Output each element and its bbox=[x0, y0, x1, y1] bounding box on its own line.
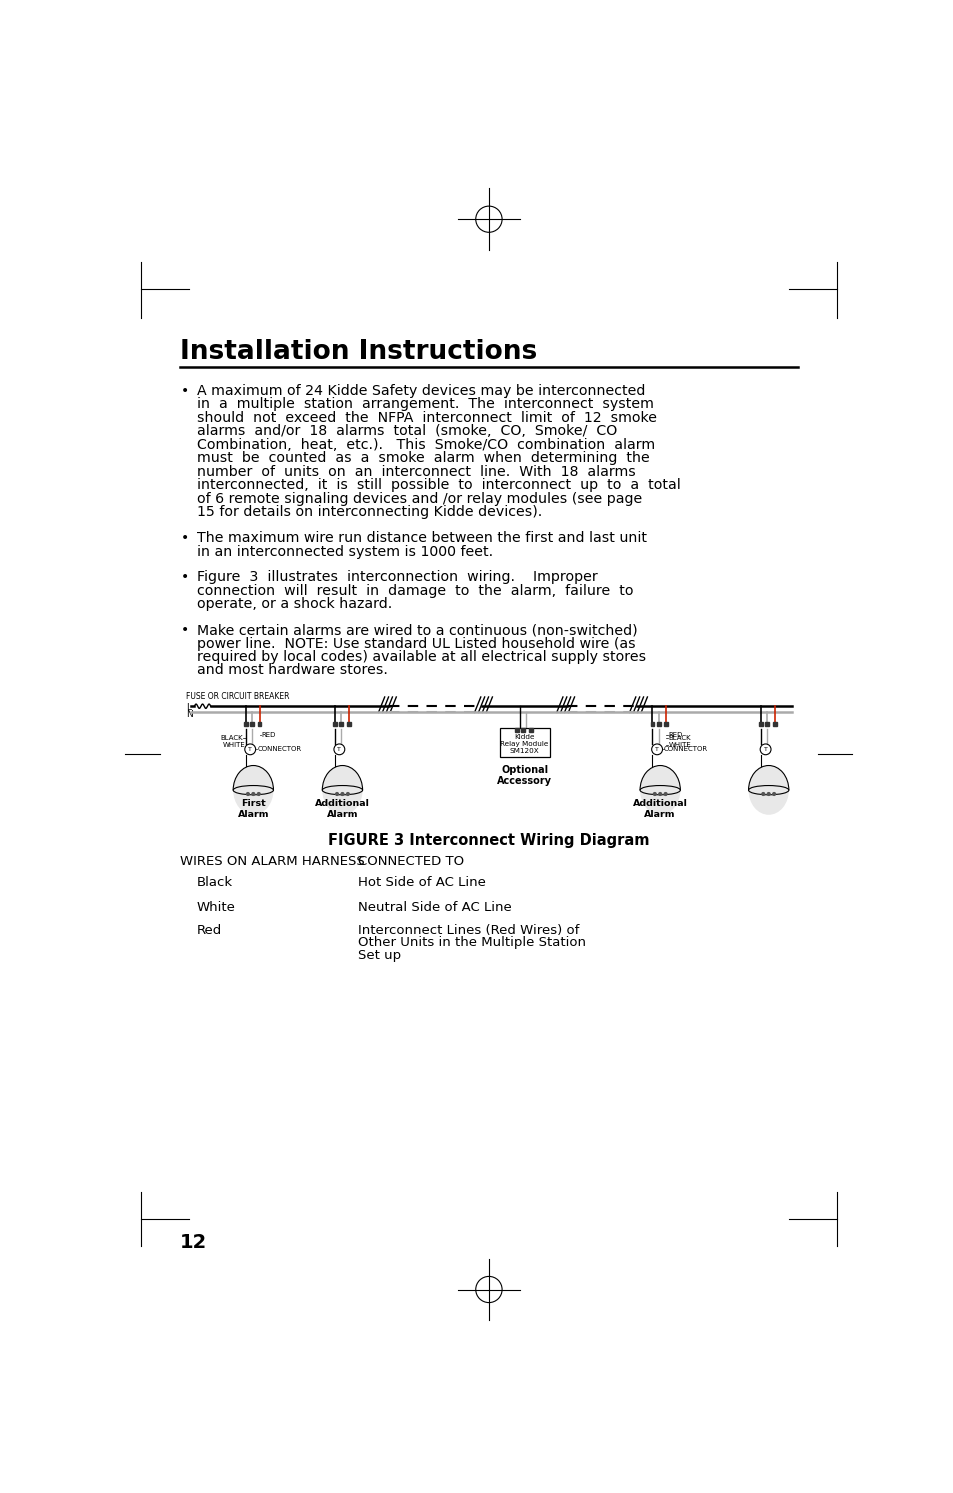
Bar bbox=[257, 723, 261, 726]
Text: 12: 12 bbox=[179, 1233, 207, 1251]
Text: required by local codes) available at all electrical supply stores: required by local codes) available at al… bbox=[196, 649, 645, 664]
Text: Make certain alarms are wired to a continuous (non-switched): Make certain alarms are wired to a conti… bbox=[196, 623, 637, 638]
Text: Hot Side of AC Line: Hot Side of AC Line bbox=[357, 876, 485, 890]
Text: A maximum of 24 Kidde Safety devices may be interconnected: A maximum of 24 Kidde Safety devices may… bbox=[196, 384, 644, 399]
Text: and most hardware stores.: and most hardware stores. bbox=[196, 663, 387, 678]
Text: Additional
Alarm: Additional Alarm bbox=[314, 799, 370, 818]
Circle shape bbox=[760, 744, 770, 755]
Circle shape bbox=[252, 793, 254, 796]
Text: WHITE: WHITE bbox=[668, 742, 691, 748]
Text: CONNECTED TO: CONNECTED TO bbox=[357, 855, 463, 867]
Text: BLACK: BLACK bbox=[220, 735, 243, 741]
Text: CONNECTOR: CONNECTOR bbox=[257, 746, 301, 752]
Bar bbox=[520, 727, 524, 732]
Text: interconnected,  it  is  still  possible  to  interconnect  up  to  a  total: interconnected, it is still possible to … bbox=[196, 478, 679, 493]
Text: •: • bbox=[181, 570, 190, 584]
Circle shape bbox=[341, 793, 343, 796]
Bar bbox=[515, 727, 518, 732]
Circle shape bbox=[334, 744, 344, 755]
Text: must  be  counted  as  a  smoke  alarm  when  determining  the: must be counted as a smoke alarm when de… bbox=[196, 451, 649, 466]
Ellipse shape bbox=[233, 785, 274, 794]
Circle shape bbox=[766, 793, 769, 796]
Text: N: N bbox=[186, 711, 193, 720]
Bar bbox=[346, 723, 350, 726]
Circle shape bbox=[346, 793, 349, 796]
Text: CONNECTOR: CONNECTOR bbox=[663, 746, 707, 752]
Ellipse shape bbox=[639, 785, 679, 794]
Text: RED: RED bbox=[261, 733, 276, 739]
Text: White: White bbox=[196, 902, 235, 914]
Text: •: • bbox=[181, 384, 190, 399]
Bar bbox=[759, 723, 762, 726]
Circle shape bbox=[651, 744, 661, 755]
Text: T: T bbox=[248, 746, 252, 752]
Ellipse shape bbox=[233, 766, 274, 815]
Text: Additional
Alarm: Additional Alarm bbox=[632, 799, 687, 818]
Text: •: • bbox=[181, 532, 190, 545]
Circle shape bbox=[245, 744, 255, 755]
Circle shape bbox=[772, 793, 775, 796]
Text: Set up: Set up bbox=[357, 948, 400, 961]
Bar bbox=[499, 727, 550, 757]
Bar bbox=[650, 723, 654, 726]
Text: FIGURE 3 Interconnect Wiring Diagram: FIGURE 3 Interconnect Wiring Diagram bbox=[328, 833, 649, 848]
Text: RED: RED bbox=[668, 733, 682, 739]
Text: Figure  3  illustrates  interconnection  wiring.    Improper: Figure 3 illustrates interconnection wir… bbox=[196, 570, 597, 584]
Circle shape bbox=[659, 793, 660, 796]
Text: First
Alarm: First Alarm bbox=[237, 799, 269, 818]
Text: L: L bbox=[186, 703, 191, 712]
Text: WIRES ON ALARM HARNESS: WIRES ON ALARM HARNESS bbox=[179, 855, 364, 867]
Ellipse shape bbox=[748, 766, 788, 815]
Circle shape bbox=[246, 793, 249, 796]
Text: alarms  and/or  18  alarms  total  (smoke,  CO,  Smoke/  CO: alarms and/or 18 alarms total (smoke, CO… bbox=[196, 424, 617, 439]
Text: 15 for details on interconnecting Kidde devices).: 15 for details on interconnecting Kidde … bbox=[196, 505, 541, 520]
Ellipse shape bbox=[748, 785, 788, 794]
Bar bbox=[664, 723, 668, 726]
Text: operate, or a shock hazard.: operate, or a shock hazard. bbox=[196, 597, 392, 611]
Text: BLACK: BLACK bbox=[668, 735, 691, 741]
Text: Installation Instructions: Installation Instructions bbox=[179, 339, 537, 366]
Text: Combination,  heat,  etc.).   This  Smoke/CO  combination  alarm: Combination, heat, etc.). This Smoke/CO … bbox=[196, 437, 654, 452]
Text: connection  will  result  in  damage  to  the  alarm,  failure  to: connection will result in damage to the … bbox=[196, 584, 633, 597]
Text: Interconnect Lines (Red Wires) of: Interconnect Lines (Red Wires) of bbox=[357, 924, 578, 938]
Bar bbox=[338, 723, 342, 726]
Text: in an interconnected system is 1000 feet.: in an interconnected system is 1000 feet… bbox=[196, 545, 493, 558]
Bar bbox=[243, 723, 247, 726]
Text: Kidde
Relay Module
SM120X: Kidde Relay Module SM120X bbox=[500, 735, 548, 754]
Text: T: T bbox=[762, 746, 767, 752]
Text: The maximum wire run distance between the first and last unit: The maximum wire run distance between th… bbox=[196, 532, 646, 545]
Circle shape bbox=[653, 793, 656, 796]
Text: power line.  NOTE: Use standard UL Listed household wire (as: power line. NOTE: Use standard UL Listed… bbox=[196, 636, 635, 651]
Text: Other Units in the Multiple Station: Other Units in the Multiple Station bbox=[357, 936, 585, 950]
Text: WHITE: WHITE bbox=[223, 742, 245, 748]
Text: in  a  multiple  station  arrangement.  The  interconnect  system: in a multiple station arrangement. The i… bbox=[196, 397, 653, 412]
Text: of 6 remote signaling devices and /or relay modules (see page: of 6 remote signaling devices and /or re… bbox=[196, 491, 641, 506]
Ellipse shape bbox=[322, 766, 362, 815]
Bar bbox=[250, 723, 253, 726]
Bar bbox=[772, 723, 776, 726]
Text: Neutral Side of AC Line: Neutral Side of AC Line bbox=[357, 902, 511, 914]
Circle shape bbox=[761, 793, 764, 796]
Circle shape bbox=[335, 793, 338, 796]
Bar bbox=[656, 723, 659, 726]
Ellipse shape bbox=[322, 785, 362, 794]
Text: Black: Black bbox=[196, 876, 233, 890]
Text: number  of  units  on  an  interconnect  line.  With  18  alarms: number of units on an interconnect line.… bbox=[196, 464, 635, 479]
Bar bbox=[528, 727, 532, 732]
Text: Optional
Accessory: Optional Accessory bbox=[497, 764, 552, 787]
Text: T: T bbox=[337, 746, 341, 752]
Circle shape bbox=[257, 793, 260, 796]
Text: T: T bbox=[655, 746, 659, 752]
Text: should  not  exceed  the  NFPA  interconnect  limit  of  12  smoke: should not exceed the NFPA interconnect … bbox=[196, 411, 656, 426]
Ellipse shape bbox=[639, 766, 679, 815]
Circle shape bbox=[663, 793, 666, 796]
Text: Red: Red bbox=[196, 924, 222, 938]
Text: FUSE OR CIRCUIT BREAKER: FUSE OR CIRCUIT BREAKER bbox=[186, 693, 289, 702]
Text: •: • bbox=[181, 623, 190, 638]
Bar bbox=[333, 723, 336, 726]
Bar bbox=[764, 723, 768, 726]
